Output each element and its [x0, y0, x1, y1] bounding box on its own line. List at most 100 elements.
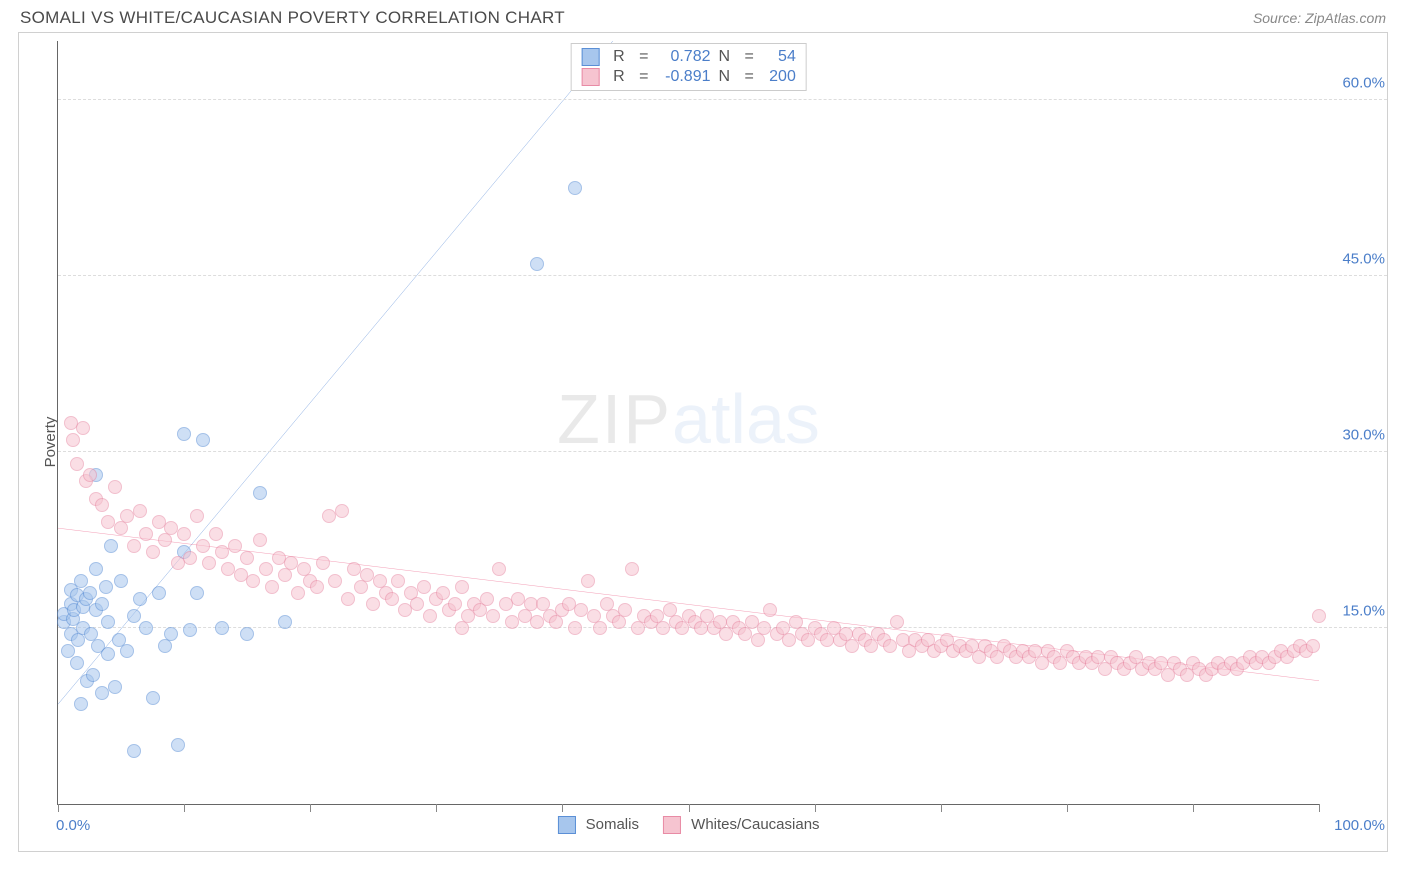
r-value-1: 0.782 — [657, 48, 711, 66]
scatter-point — [146, 545, 160, 559]
source-attribution: Source: ZipAtlas.com — [1253, 10, 1386, 26]
scatter-point — [108, 680, 122, 694]
chart-title: SOMALI VS WHITE/CAUCASIAN POVERTY CORREL… — [20, 8, 565, 28]
watermark-atlas: atlas — [672, 380, 820, 458]
x-tick — [436, 804, 437, 812]
stats-row-series-2: R= -0.891 N= 200 — [581, 67, 796, 87]
scatter-point — [196, 539, 210, 553]
swatch-series-1 — [581, 48, 599, 66]
scatter-point — [95, 597, 109, 611]
scatter-point — [391, 574, 405, 588]
scatter-point — [101, 615, 115, 629]
scatter-point — [530, 257, 544, 271]
legend-item-2: Whites/Caucasians — [663, 816, 820, 834]
scatter-point — [253, 533, 267, 547]
scatter-point — [70, 457, 84, 471]
x-tick — [815, 804, 816, 812]
scatter-point — [190, 586, 204, 600]
r-value-2: -0.891 — [657, 68, 711, 86]
scatter-point — [127, 609, 141, 623]
x-tick — [941, 804, 942, 812]
chart-container: Poverty ZIPatlas R= 0.782 N= 54 R= -0.89… — [18, 32, 1388, 852]
scatter-point — [763, 603, 777, 617]
y-tick-label: 15.0% — [1325, 602, 1385, 619]
scatter-point — [66, 433, 80, 447]
x-axis-min-label: 0.0% — [56, 817, 90, 834]
swatch-series-2 — [581, 68, 599, 86]
scatter-point — [291, 586, 305, 600]
scatter-point — [486, 609, 500, 623]
scatter-point — [177, 527, 191, 541]
scatter-point — [108, 480, 122, 494]
x-tick — [1067, 804, 1068, 812]
scatter-point — [120, 644, 134, 658]
x-tick — [1319, 804, 1320, 812]
scatter-point — [74, 697, 88, 711]
scatter-point — [89, 562, 103, 576]
gridline-h — [58, 99, 1387, 100]
scatter-point — [183, 623, 197, 637]
scatter-point — [95, 498, 109, 512]
scatter-point — [410, 597, 424, 611]
scatter-point — [278, 615, 292, 629]
scatter-point — [253, 486, 267, 500]
legend-label-1: Somalis — [586, 816, 639, 833]
x-tick — [58, 804, 59, 812]
scatter-point — [99, 580, 113, 594]
scatter-point — [104, 539, 118, 553]
scatter-point — [593, 621, 607, 635]
scatter-point — [1312, 609, 1326, 623]
scatter-point — [171, 738, 185, 752]
scatter-point — [114, 574, 128, 588]
scatter-point — [183, 551, 197, 565]
legend: Somalis Whites/Caucasians — [557, 816, 819, 834]
scatter-point — [417, 580, 431, 594]
stats-row-series-1: R= 0.782 N= 54 — [581, 47, 796, 67]
scatter-point — [341, 592, 355, 606]
watermark-zip: ZIP — [557, 380, 672, 458]
scatter-point — [328, 574, 342, 588]
correlation-stats-box: R= 0.782 N= 54 R= -0.891 N= 200 — [570, 43, 807, 91]
scatter-point — [101, 647, 115, 661]
scatter-point — [890, 615, 904, 629]
scatter-point — [316, 556, 330, 570]
scatter-point — [492, 562, 506, 576]
legend-swatch-1 — [557, 816, 575, 834]
scatter-point — [209, 527, 223, 541]
scatter-point — [139, 527, 153, 541]
n-value-1: 54 — [762, 48, 796, 66]
scatter-point — [139, 621, 153, 635]
scatter-point — [86, 668, 100, 682]
scatter-point — [152, 586, 166, 600]
scatter-point — [568, 621, 582, 635]
y-tick-label: 45.0% — [1325, 250, 1385, 267]
scatter-point — [265, 580, 279, 594]
plot-area: ZIPatlas R= 0.782 N= 54 R= -0.891 N= 200… — [57, 41, 1319, 805]
legend-item-1: Somalis — [557, 816, 639, 834]
scatter-point — [581, 574, 595, 588]
n-value-2: 200 — [762, 68, 796, 86]
gridline-h — [58, 451, 1387, 452]
scatter-point — [366, 597, 380, 611]
scatter-point — [76, 421, 90, 435]
x-tick — [689, 804, 690, 812]
scatter-point — [385, 592, 399, 606]
x-tick — [310, 804, 311, 812]
scatter-point — [228, 539, 242, 553]
scatter-point — [133, 504, 147, 518]
scatter-point — [146, 691, 160, 705]
x-tick — [562, 804, 563, 812]
gridline-h — [58, 275, 1387, 276]
scatter-point — [246, 574, 260, 588]
trend-lines-layer — [58, 41, 1319, 804]
scatter-point — [83, 586, 97, 600]
scatter-point — [625, 562, 639, 576]
scatter-point — [448, 597, 462, 611]
scatter-point — [240, 551, 254, 565]
scatter-point — [1306, 639, 1320, 653]
scatter-point — [164, 627, 178, 641]
watermark: ZIPatlas — [557, 379, 820, 459]
scatter-point — [202, 556, 216, 570]
scatter-point — [436, 586, 450, 600]
scatter-point — [70, 656, 84, 670]
